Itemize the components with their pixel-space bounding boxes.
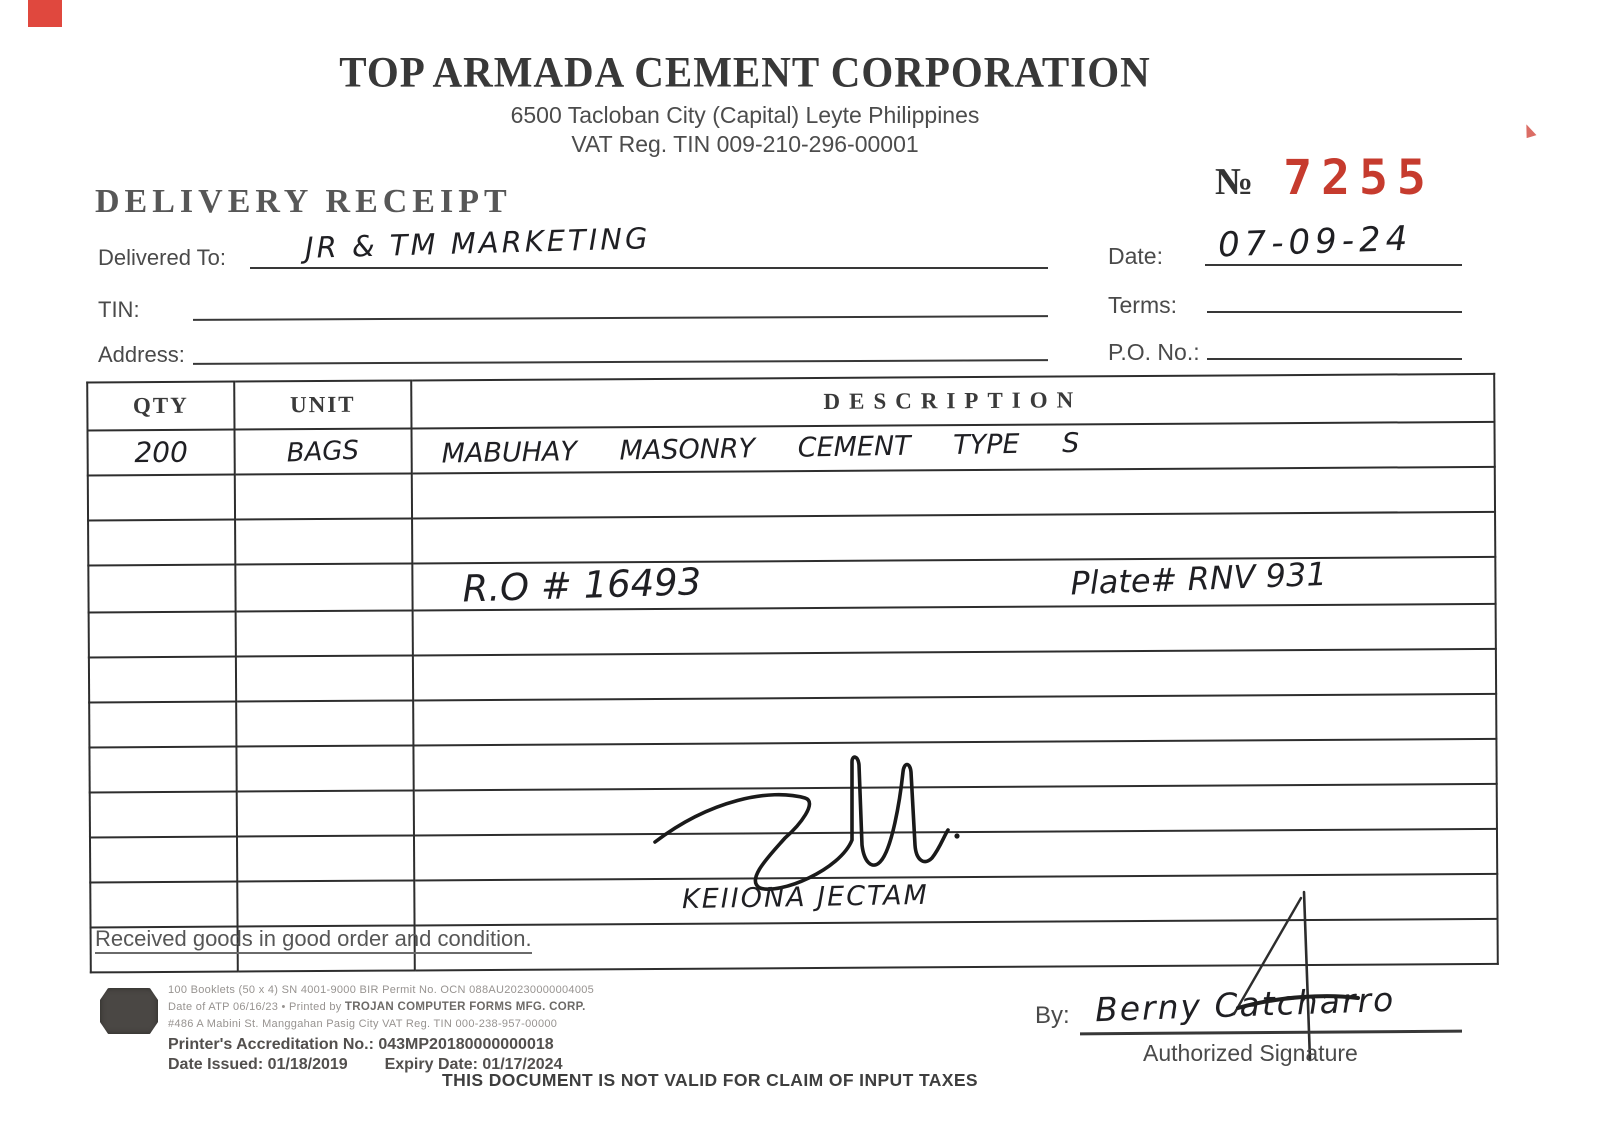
table-row: R.O # 16493 Plate# RNV 931 xyxy=(88,554,1496,613)
qty-header: QTY xyxy=(87,381,235,431)
terms-label: Terms: xyxy=(1108,292,1177,318)
authorized-signature-line xyxy=(1079,1029,1463,1036)
authorized-signature-label: Authorized Signature xyxy=(1143,1040,1358,1066)
printer-fineprint: 100 Booklets (50 x 4) SN 4001-9000 BIR P… xyxy=(168,982,594,1074)
unit-value: BAGS xyxy=(286,435,360,468)
fineprint-line2: Date of ATP 06/16/23 • Printed by TROJAN… xyxy=(168,999,594,1016)
address-line xyxy=(192,359,1049,365)
receipt-number-block: № 7255 xyxy=(1215,150,1435,206)
unit-header: UNIT xyxy=(234,380,412,430)
fineprint-line2-prefix: Date of ATP 06/16/23 • Printed by xyxy=(168,1001,342,1013)
authorized-by-name: Berny Catcharro xyxy=(1094,979,1396,1030)
printers-accreditation: Printer's Accreditation No.: 043MP201800… xyxy=(168,1036,554,1053)
company-name: TOP ARMADA CEMENT CORPORATION xyxy=(339,47,1151,97)
terms-line xyxy=(1207,311,1462,313)
items-table-wrap: QTY UNIT DESCRIPTION 200 BAGS MABUHAY MA… xyxy=(86,372,1499,974)
date-issued: Date Issued: 01/18/2019 xyxy=(168,1056,348,1073)
table-header-row: QTY UNIT DESCRIPTION xyxy=(87,373,1495,431)
expiry-date: Expiry Date: 01/17/2024 xyxy=(384,1056,563,1073)
delivered-to-value: JR & TM MARKETING xyxy=(304,221,651,265)
fineprint-line1: 100 Booklets (50 x 4) SN 4001-9000 BIR P… xyxy=(168,984,595,996)
plate-number-note: Plate# RNV 931 xyxy=(1069,554,1328,603)
tax-disclaimer: THIS DOCUMENT IS NOT VALID FOR CLAIM OF … xyxy=(442,1070,978,1090)
document-title: DELIVERY RECEIPT xyxy=(95,183,512,220)
received-by-name: KEIIONA JECTAM xyxy=(681,879,930,916)
red-corner-mark xyxy=(28,0,62,27)
accreditation-dates: Date Issued: 01/18/2019 Expiry Date: 01/… xyxy=(168,1056,594,1074)
tin-line xyxy=(192,315,1049,321)
ro-number-note: R.O # 16493 xyxy=(461,560,702,611)
printer-logo-seal xyxy=(100,988,158,1034)
red-ink-speck xyxy=(1522,124,1538,140)
description-header: DESCRIPTION xyxy=(411,373,1495,429)
receipt-number-stamp: 7255 xyxy=(1283,150,1435,206)
po-no-label: P.O. No.: xyxy=(1108,339,1200,365)
address-label: Address: xyxy=(98,342,185,367)
qty-value: 200 xyxy=(134,435,188,470)
tin-label: TIN: xyxy=(98,297,140,322)
numero-sign: № xyxy=(1215,161,1254,203)
fineprint-printer-name: TROJAN COMPUTER FORMS MFG. CORP. xyxy=(344,1001,586,1013)
company-header: TOP ARMADA CEMENT CORPORATION 6500 Taclo… xyxy=(0,48,1490,158)
po-no-line xyxy=(1207,358,1462,360)
company-address: 6500 Tacloban City (Capital) Leyte Phili… xyxy=(510,102,980,128)
description-value: MABUHAY MASONRY CEMENT TYPE S xyxy=(441,427,1080,470)
date-line xyxy=(1205,264,1462,266)
date-value: 07-09-24 xyxy=(1217,218,1413,266)
by-label: By: xyxy=(1035,1002,1070,1029)
fineprint-line3: #486 A Mabini St. Manggahan Pasig City V… xyxy=(168,1018,558,1030)
date-label: Date: xyxy=(1108,243,1163,269)
received-note: Received goods in good order and conditi… xyxy=(95,926,532,954)
company-vat-tin: VAT Reg. TIN 009-210-296-00001 xyxy=(571,131,919,157)
delivered-to-line xyxy=(250,267,1048,269)
delivered-to-label: Delivered To: xyxy=(98,245,226,270)
